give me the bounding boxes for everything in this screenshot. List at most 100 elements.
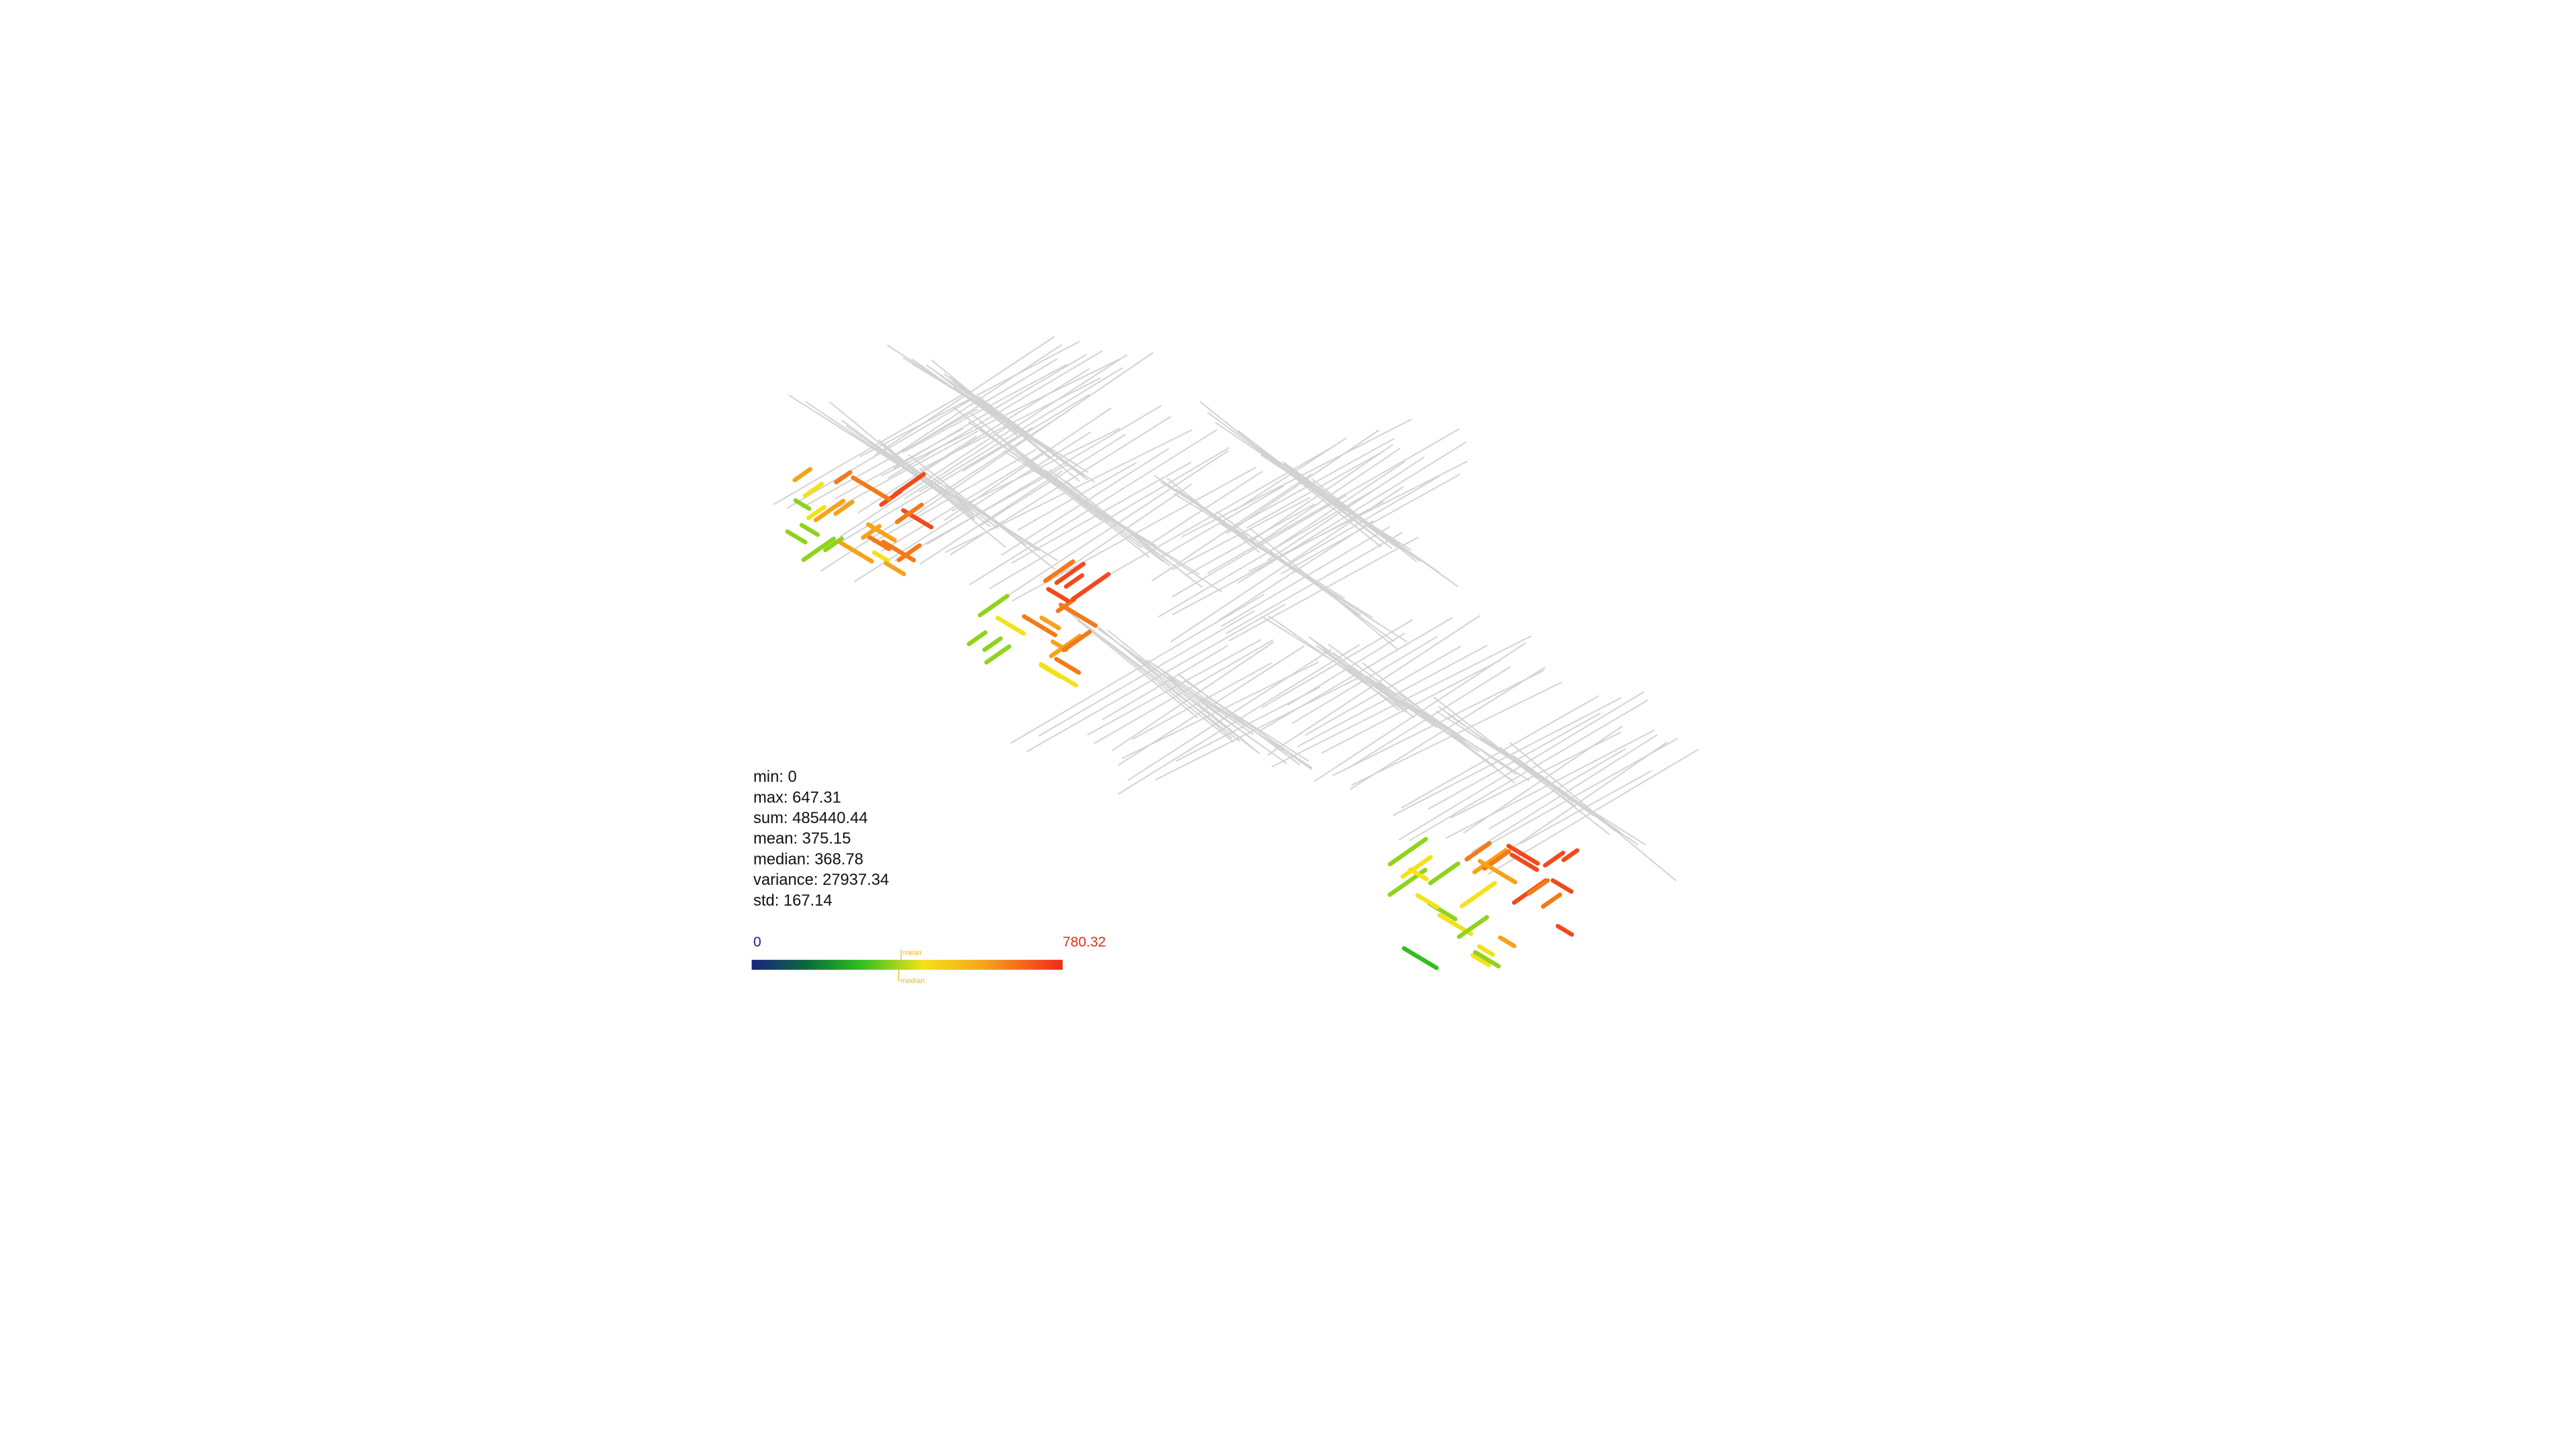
route-segment: [1408, 867, 1429, 881]
street: [1222, 523, 1407, 643]
route-segment: [1561, 848, 1580, 863]
route-segment: [1550, 878, 1574, 894]
street: [1077, 619, 1198, 718]
street: [1183, 680, 1313, 769]
route-segment: [1464, 841, 1492, 862]
route-segment: [834, 470, 853, 484]
route-segment: [1061, 629, 1092, 653]
route-segment: [883, 561, 906, 576]
route-segment: [799, 523, 820, 537]
route-segment: [1555, 924, 1574, 937]
street: [1046, 475, 1222, 593]
route-segment: [984, 644, 1012, 665]
route-segment: [823, 536, 845, 553]
route-segment: [1509, 852, 1540, 872]
route-segment: [792, 467, 812, 482]
route-segment: [1049, 633, 1082, 659]
route-segment: [866, 522, 897, 543]
route-segment: [1022, 614, 1058, 637]
route-segment: [1456, 915, 1489, 939]
street: [1328, 643, 1512, 781]
route-segment: [977, 594, 1010, 618]
street: [788, 394, 973, 512]
route-segment: [1401, 946, 1439, 970]
street: [1397, 692, 1517, 775]
route-segment: [813, 498, 846, 523]
colorbar-marker-label: median: [900, 977, 925, 985]
stat-line: sum: 485440.44: [753, 809, 868, 827]
route-segment: [1470, 953, 1491, 967]
route-segment: [1400, 855, 1433, 879]
route-segment: [1428, 861, 1460, 885]
route-segment: [1472, 848, 1508, 875]
route-segment: [1472, 950, 1501, 969]
street: [1365, 675, 1530, 782]
route-segment: [982, 636, 1003, 652]
street: [1322, 649, 1408, 710]
route-segment: [1527, 878, 1550, 896]
route-segment: [1042, 559, 1075, 584]
route-segment: [1477, 944, 1495, 957]
route-segment: [866, 534, 892, 551]
route-segment: [1070, 572, 1111, 602]
street: [1250, 528, 1398, 650]
route-segment: [872, 550, 890, 564]
street: [1071, 614, 1240, 742]
route-segment: [838, 540, 874, 564]
street: [1282, 461, 1458, 588]
route-segment: [1477, 859, 1517, 885]
route-segment: [1498, 935, 1517, 949]
street: [977, 395, 1085, 477]
route-segment: [1506, 843, 1540, 866]
route-segment: [1055, 597, 1077, 614]
colorbar-min: 0: [753, 934, 761, 950]
route-segment: [793, 498, 812, 511]
route-segment: [1059, 602, 1098, 628]
route-segment: [851, 475, 892, 502]
route-segment: [1054, 561, 1086, 585]
route-segment: [1543, 851, 1566, 868]
legend: min: 0 max: 647.31 sum: 485440.44 mean: 375…: [751, 768, 1106, 985]
route-segment: [895, 502, 924, 525]
route-segment: [995, 615, 1026, 636]
route-segment: [806, 504, 826, 521]
stat-line: mean: 375.15: [753, 830, 851, 848]
route-segment: [801, 536, 836, 562]
stat-line: max: 647.31: [753, 788, 841, 806]
route-segment: [967, 630, 988, 647]
route-segment: [1054, 657, 1081, 675]
route-segment: [1039, 615, 1061, 631]
route-segment: [896, 543, 922, 562]
street: [1205, 696, 1309, 762]
street-network: [773, 335, 1699, 881]
route-segment: [785, 529, 808, 545]
route-segment: [1540, 892, 1562, 909]
route-segment: [802, 482, 824, 498]
route-segment: [1038, 662, 1079, 688]
colorbar: [751, 959, 1063, 970]
stat-line: std: 167.14: [753, 892, 833, 910]
street: [1526, 769, 1646, 845]
stat-line: variance: 27937.34: [753, 871, 889, 889]
route-segment: [1459, 881, 1497, 909]
route-segment: [1415, 893, 1440, 910]
colorbar-max: 780.32: [1063, 934, 1106, 950]
street: [1311, 638, 1400, 711]
street: [1146, 659, 1313, 771]
route-segment: [881, 539, 916, 563]
street: [945, 484, 1037, 551]
stat-line: min: 0: [753, 768, 797, 786]
street: [828, 400, 1006, 548]
street: [1107, 629, 1260, 755]
street: [1097, 629, 1288, 765]
colorbar-marker-label: mean: [903, 949, 922, 957]
route-segment: [833, 500, 855, 517]
stat-line: median: 368.78: [753, 850, 863, 868]
route-segment: [1046, 586, 1071, 604]
route-segment: [1064, 573, 1085, 589]
route-segment: [1388, 837, 1428, 867]
street: [1509, 742, 1677, 881]
street: [869, 441, 1059, 561]
